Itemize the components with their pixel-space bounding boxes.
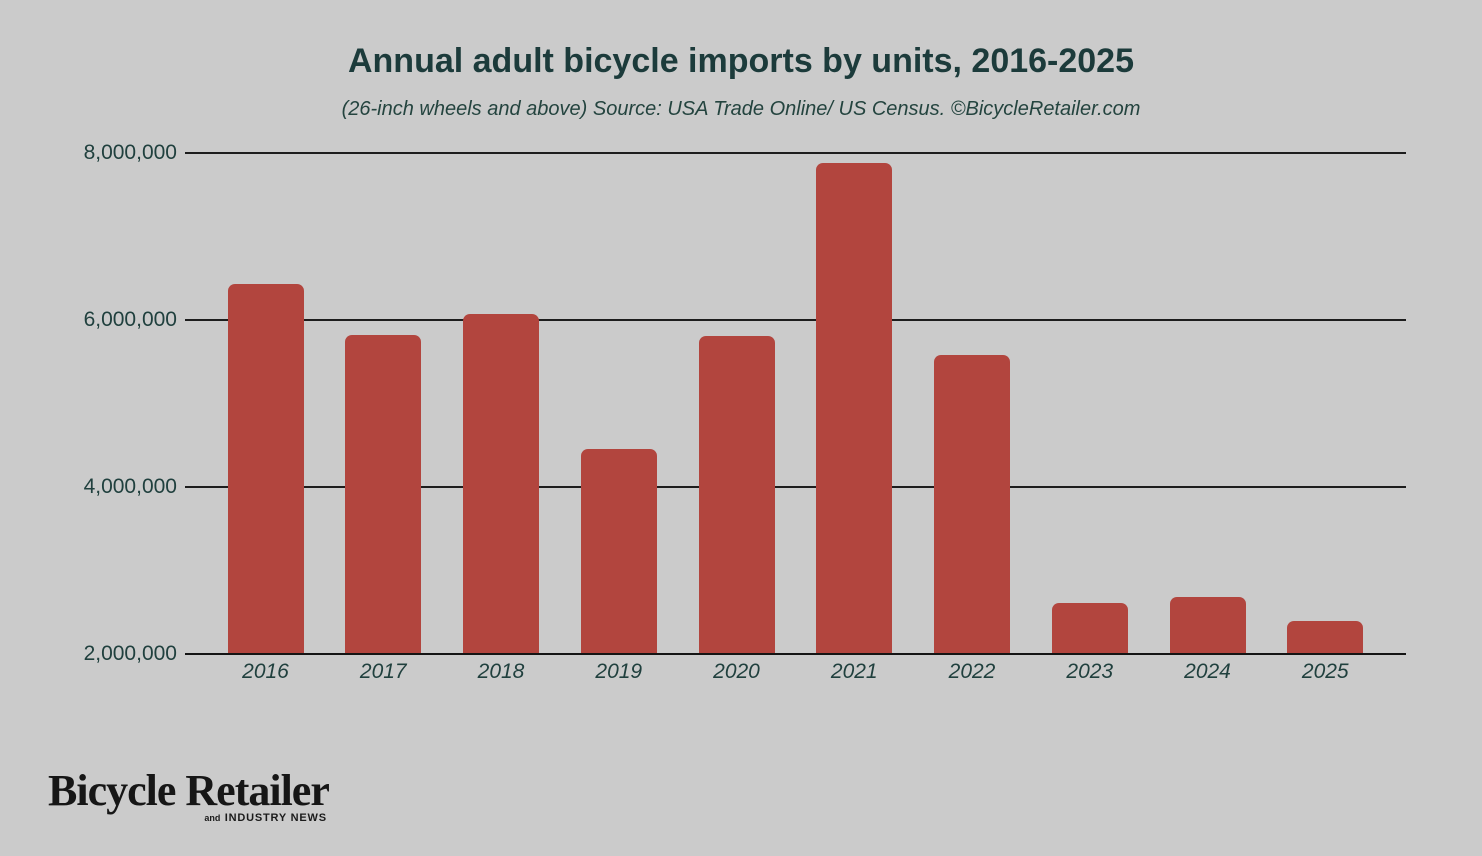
- y-tick-label-8000000: 8,000,000: [83, 140, 177, 164]
- bar-2021: [816, 163, 893, 654]
- x-tick-label-2018: 2018: [477, 660, 525, 683]
- bar-2025: [1287, 620, 1364, 654]
- chart-title: Annual adult bicycle imports by units, 2…: [347, 42, 1135, 80]
- x-tick-label-2025: 2025: [1301, 660, 1349, 683]
- bar-2023: [1051, 602, 1128, 654]
- logo-tagline-and: and: [204, 813, 221, 823]
- x-tick-label-2024: 2024: [1184, 660, 1231, 683]
- logo-tagline-industry-news: INDUSTRY NEWS: [224, 812, 327, 824]
- logo-wordmark: Bicycle Retailer: [48, 766, 330, 815]
- bar-2022: [934, 354, 1010, 654]
- logo-tagline: and INDUSTRY NEWS: [48, 808, 329, 826]
- bicycle-retailer-logo: Bicycle Retailer and INDUSTRY NEWS: [48, 766, 330, 826]
- gridline-8000000: [185, 151, 1406, 154]
- x-tick-label-2023: 2023: [1066, 660, 1114, 683]
- bar-2020: [698, 336, 775, 654]
- bar-2019: [580, 448, 657, 654]
- x-tick-label-2020: 2020: [713, 660, 760, 683]
- x-tick-label-2019: 2019: [595, 660, 643, 683]
- x-tick-label-2016: 2016: [242, 660, 289, 683]
- bar-2016: [227, 283, 304, 654]
- x-tick-label-2021: 2021: [830, 660, 878, 683]
- x-tick-label-2022: 2022: [948, 660, 996, 683]
- y-tick-label-6000000: 6,000,000: [83, 307, 177, 331]
- chart-subtitle: (26-inch wheels and above) Source: USA T…: [341, 98, 1141, 120]
- x-axis-line: [185, 652, 1406, 655]
- y-tick-label-4000000: 4,000,000: [83, 474, 177, 498]
- gridline-4000000: [185, 485, 1406, 488]
- y-tick-label-2000000: 2,000,000: [83, 641, 177, 665]
- bar-2017: [345, 334, 422, 654]
- bar-2018: [463, 313, 539, 654]
- x-tick-label-2017: 2017: [359, 660, 407, 683]
- bar-2024: [1169, 596, 1246, 654]
- gridline-6000000: [185, 318, 1406, 321]
